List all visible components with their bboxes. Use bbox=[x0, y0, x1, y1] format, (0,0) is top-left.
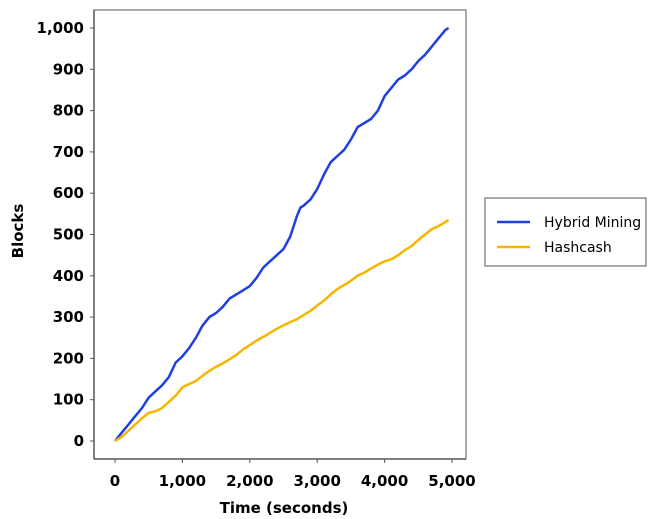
x-tick-label: 5,000 bbox=[428, 472, 475, 490]
x-axis-title: Time (seconds) bbox=[220, 499, 349, 517]
y-tick-label: 100 bbox=[53, 391, 84, 409]
x-tick-label: 4,000 bbox=[361, 472, 408, 490]
legend-box bbox=[484, 197, 647, 267]
x-tick-label: 0 bbox=[110, 472, 120, 490]
legend-label-hybrid-mining: Hybrid Mining bbox=[544, 215, 641, 231]
series-line-hybrid-mining bbox=[114, 26, 450, 442]
y-tick-label: 500 bbox=[53, 226, 84, 244]
legend: Hybrid Mining Hashcash bbox=[484, 197, 647, 267]
y-tick-label: 300 bbox=[53, 308, 84, 326]
y-tick-label: 1,000 bbox=[37, 19, 84, 37]
y-axis-ticks: 0 100 200 300 400 500 600 700 800 900 1,000 bbox=[37, 19, 94, 450]
y-tick-label: 800 bbox=[53, 102, 84, 120]
series-line-hashcash bbox=[114, 218, 450, 443]
y-tick-label: 900 bbox=[53, 60, 84, 78]
y-tick-label: 400 bbox=[53, 267, 84, 285]
series-layer bbox=[114, 26, 450, 443]
y-tick-label: 200 bbox=[53, 349, 84, 367]
x-tick-label: 1,000 bbox=[159, 472, 206, 490]
plot-area bbox=[93, 9, 467, 460]
y-tick-label: 700 bbox=[53, 143, 84, 161]
y-axis-title: Blocks bbox=[9, 204, 27, 259]
x-tick-label: 2,000 bbox=[226, 472, 273, 490]
y-tick-label: 600 bbox=[53, 184, 84, 202]
x-axis-ticks: 0 1,000 2,000 3,000 4,000 5,000 bbox=[110, 459, 476, 490]
x-tick-label: 3,000 bbox=[293, 472, 340, 490]
legend-label-hashcash: Hashcash bbox=[544, 240, 612, 256]
y-tick-label: 0 bbox=[74, 432, 84, 450]
